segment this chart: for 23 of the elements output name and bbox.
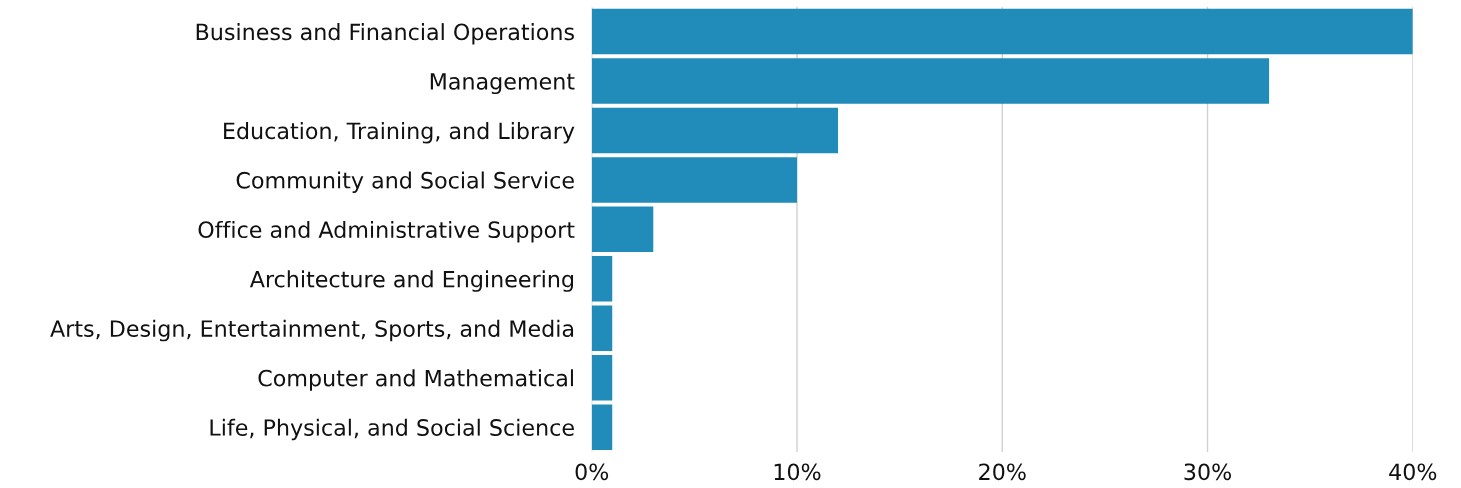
bar	[591, 58, 1270, 104]
x-tick-label: 10%	[774, 463, 821, 481]
x-tick-label: 0%	[575, 463, 609, 481]
x-tick-label: 20%	[979, 463, 1026, 481]
y-tick-label: Management	[430, 73, 575, 95]
bar	[591, 354, 613, 401]
y-tick-label: Community and Social Service	[236, 171, 574, 193]
y-tick-label: Computer and Mathematical	[258, 369, 573, 391]
x-tick-label: 40%	[1389, 463, 1437, 481]
y-tick-label: Education, Training, and Library	[224, 122, 575, 144]
bar	[591, 107, 839, 154]
y-tick-label: Architecture and Engineering	[249, 270, 574, 292]
bar	[591, 256, 613, 302]
bar	[591, 157, 797, 203]
bar	[591, 8, 1413, 55]
bar	[591, 404, 613, 450]
y-tick-label: Arts, Design, Entertainment, Sports, and Media	[50, 319, 574, 342]
bar	[591, 206, 654, 253]
y-tick-label: Office and Administrative Support	[198, 220, 575, 243]
x-tick-label: 30%	[1184, 463, 1231, 481]
y-tick-label: Business and Financial Operations	[196, 23, 574, 45]
bar	[591, 305, 613, 352]
y-tick-label: Life, Physical, and Social Science	[210, 418, 574, 441]
